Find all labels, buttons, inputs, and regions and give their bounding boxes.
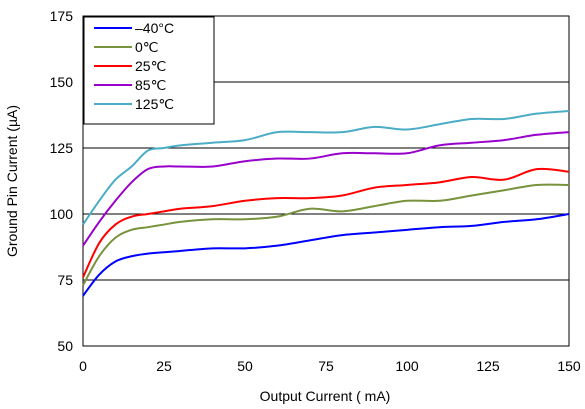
- x-tick-labels: 0 25 50 75 100 125 150: [79, 358, 581, 374]
- x-tick-label: 0: [79, 358, 87, 374]
- x-tick-label: 25: [156, 358, 172, 374]
- y-tick-label: 125: [50, 140, 74, 156]
- y-tick-label: 100: [50, 206, 74, 222]
- x-tick-label: 150: [557, 358, 581, 374]
- legend-label-3: 85℃: [135, 77, 166, 93]
- legend-label-1: 0℃: [135, 39, 159, 55]
- series-line-0: [82, 213, 570, 297]
- series-line-2: [82, 167, 570, 278]
- legend-box: [83, 16, 215, 125]
- x-tick-label: 125: [476, 358, 500, 374]
- y-tick-label: 150: [50, 74, 74, 90]
- legend-label-4: 125℃: [135, 96, 174, 112]
- y-tick-label: 75: [57, 272, 73, 288]
- x-tick-label: 50: [237, 358, 253, 374]
- x-tick-label: 75: [318, 358, 334, 374]
- y-axis-label: Ground Pin Current (µA): [4, 105, 20, 257]
- legend-label-2: 25℃: [135, 58, 166, 74]
- series-line-4: [82, 110, 570, 226]
- x-axis-label: Output Current ( mA): [260, 388, 391, 404]
- y-tick-label: 50: [57, 338, 73, 354]
- series-line-1: [82, 183, 570, 286]
- y-tick-labels: 50 75 100 125 150 175: [50, 8, 74, 354]
- series-layer: [82, 110, 570, 297]
- plot-frame: [82, 15, 570, 347]
- legend: –40°C 0℃ 25℃ 85℃ 125℃: [83, 16, 215, 125]
- x-tick-label: 100: [395, 358, 419, 374]
- legend-label-0: –40°C: [135, 20, 174, 36]
- series-line-3: [82, 131, 570, 247]
- y-tick-label: 175: [50, 8, 74, 24]
